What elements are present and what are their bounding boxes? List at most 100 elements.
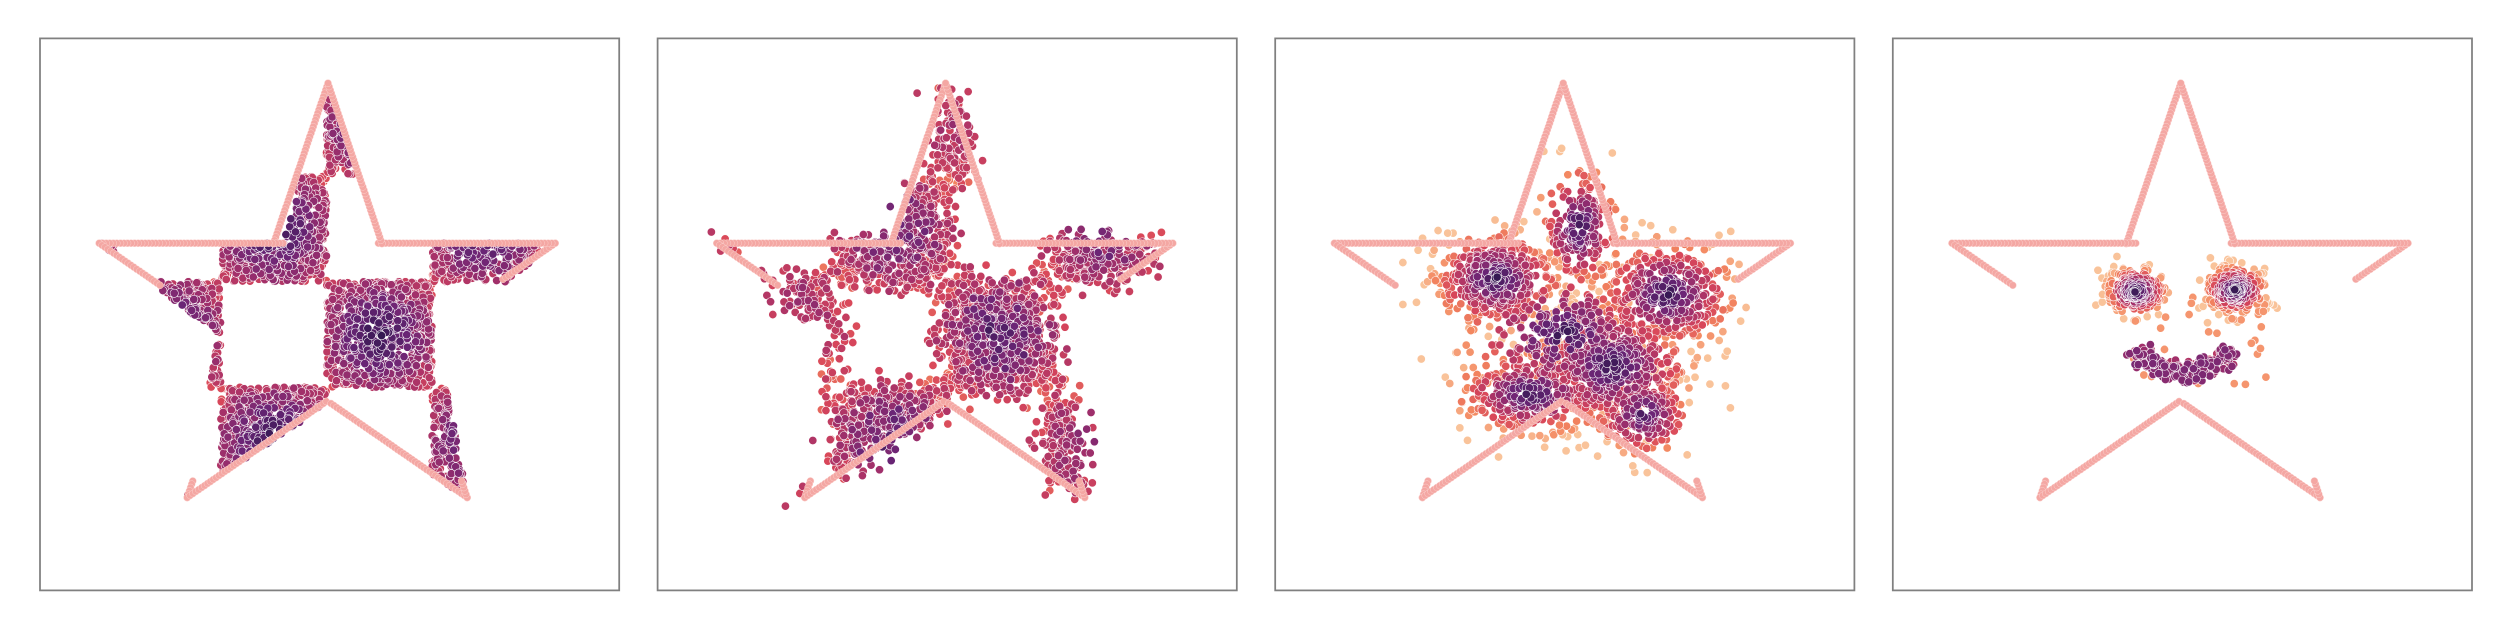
sample-point <box>848 338 858 348</box>
sample-point <box>336 141 346 151</box>
sample-point <box>1153 272 1163 282</box>
sample-point <box>321 251 331 261</box>
sample-point <box>342 370 352 380</box>
sample-point <box>844 298 854 308</box>
sample-point <box>308 258 318 268</box>
panel <box>656 37 1238 592</box>
sample-point <box>930 232 939 242</box>
sample-point <box>438 446 448 456</box>
sample-point <box>904 371 914 381</box>
sample-point <box>821 345 831 355</box>
sample-point <box>981 391 991 401</box>
sample-point <box>201 313 211 323</box>
sample-point <box>1039 303 1048 313</box>
sample-point <box>411 361 421 371</box>
sample-point <box>384 312 394 322</box>
sample-point <box>999 275 1009 285</box>
sample-point <box>915 183 925 193</box>
sample-point <box>956 229 966 238</box>
sample-point <box>278 392 288 401</box>
sample-point <box>1040 490 1050 500</box>
sample-point <box>1030 428 1040 438</box>
sample-point <box>392 323 402 333</box>
sample-point <box>959 280 969 290</box>
sample-point <box>801 314 811 324</box>
sample-point <box>1007 268 1017 277</box>
sample-point <box>958 292 968 302</box>
sample-point <box>768 310 778 320</box>
sample-point <box>1042 368 1052 378</box>
sample-point <box>951 357 961 367</box>
sample-point <box>353 314 363 324</box>
sample-point <box>1075 381 1085 391</box>
sample-point <box>269 256 279 266</box>
sample-point <box>369 307 379 317</box>
sample-point <box>915 377 925 387</box>
sample-point <box>218 407 228 417</box>
sample-point <box>395 336 405 346</box>
sample-point <box>811 268 820 278</box>
sample-point <box>864 285 874 295</box>
panel <box>39 37 621 592</box>
sample-point <box>245 407 255 417</box>
sample-point <box>1032 417 1041 427</box>
sample-point <box>850 282 860 292</box>
sample-point <box>297 387 307 396</box>
sample-point <box>443 397 453 407</box>
sample-point <box>832 307 842 316</box>
sample-point <box>189 294 199 304</box>
sample-point <box>840 332 849 342</box>
sample-point <box>437 266 447 276</box>
sample-point <box>822 310 832 320</box>
sample-point <box>932 336 941 346</box>
sample-point <box>386 280 396 290</box>
sample-point <box>928 360 938 370</box>
sample-point <box>1088 460 1098 470</box>
sample-point <box>858 230 868 240</box>
sample-point <box>377 331 387 341</box>
sample-point <box>1024 435 1034 445</box>
sample-point <box>169 288 179 298</box>
sample-point <box>928 177 938 187</box>
sample-point <box>429 252 439 262</box>
sample-point <box>393 358 403 368</box>
sample-point <box>978 156 987 166</box>
sample-point <box>1049 300 1059 309</box>
sample-point <box>821 374 831 384</box>
sample-point <box>817 356 827 366</box>
sample-point <box>303 242 313 252</box>
sample-point <box>1105 277 1115 287</box>
sample-point <box>837 343 847 353</box>
sample-point <box>834 319 844 329</box>
sample-point <box>706 227 716 237</box>
sample-point <box>814 308 824 317</box>
sample-point <box>1037 403 1047 413</box>
sample-point <box>424 373 434 383</box>
sample-point <box>907 274 917 284</box>
sample-point <box>1063 357 1073 367</box>
sample-point <box>1135 249 1145 259</box>
sample-point <box>934 318 944 328</box>
sample-point <box>454 468 464 478</box>
sample-point <box>1060 322 1070 332</box>
sample-point <box>840 451 849 461</box>
sample-point <box>831 405 840 415</box>
sample-point <box>250 254 260 264</box>
sample-point <box>1029 268 1039 278</box>
sample-point <box>1086 408 1096 417</box>
sample-point <box>412 281 421 291</box>
sample-point <box>785 301 795 311</box>
sample-point <box>948 233 958 243</box>
sample-point <box>930 140 940 150</box>
sample-point <box>836 280 846 290</box>
sample-point <box>792 264 801 274</box>
sample-point <box>941 311 951 320</box>
sample-point <box>411 290 420 300</box>
sample-point <box>780 501 790 511</box>
sample-point <box>470 264 480 273</box>
sample-point <box>434 457 444 467</box>
sample-point <box>970 279 980 289</box>
sample-point <box>488 249 498 259</box>
sample-point <box>447 429 457 439</box>
